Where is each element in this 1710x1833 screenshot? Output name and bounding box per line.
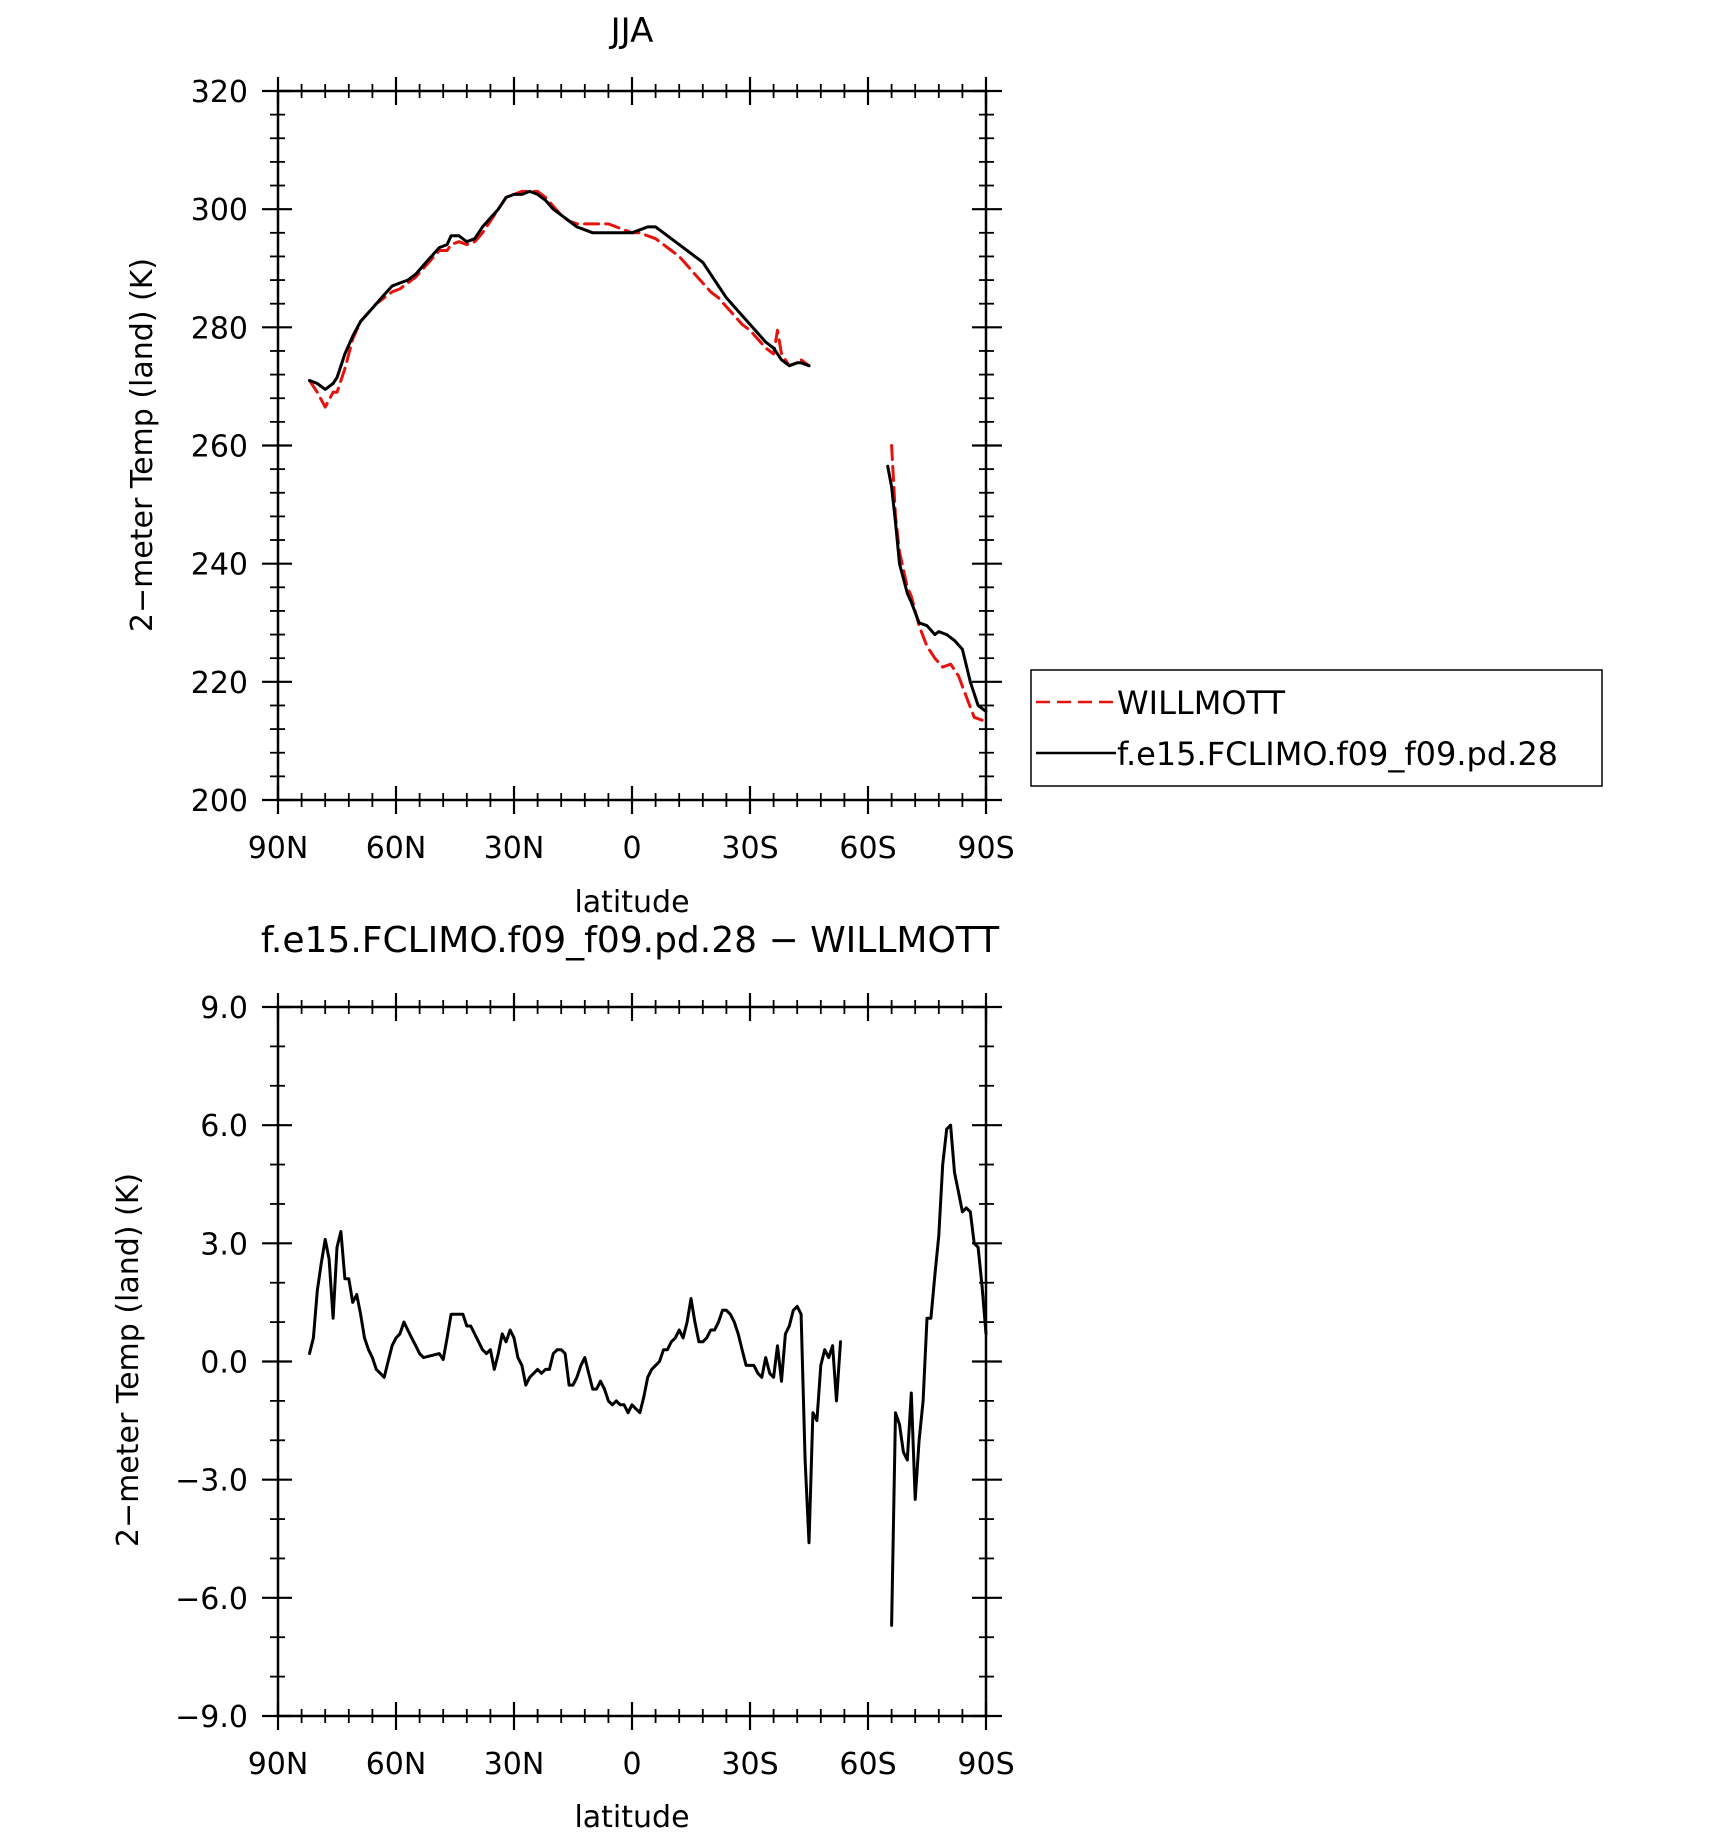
top-y-tick-label: 200 bbox=[191, 784, 248, 819]
bottom-y-tick-label: −3.0 bbox=[175, 1464, 248, 1499]
bottom-series-line-model bbox=[308, 1230, 842, 1545]
top-series-line-willmott bbox=[890, 444, 984, 722]
top-panel-title: JJA bbox=[609, 11, 654, 51]
top-plot-area bbox=[308, 189, 988, 722]
top-series-line-model bbox=[886, 464, 988, 713]
bottom-panel: f.e15.FCLIMO.f09_f09.pd.28 − WILLMOTT −9… bbox=[111, 920, 1015, 1833]
top-x-axis: 90N 60N 30N 0 30S 60S 90S bbox=[248, 77, 1015, 866]
bottom-series-line-model bbox=[890, 1123, 988, 1627]
bottom-y-tick-label: 0.0 bbox=[200, 1346, 248, 1381]
top-panel-frame bbox=[276, 89, 988, 802]
bottom-x-tick-label: 30N bbox=[484, 1747, 545, 1782]
bottom-y-axis-label: 2−meter Temp (land) (K) bbox=[111, 1173, 146, 1547]
legend-label-willmott: WILLMOTT bbox=[1117, 684, 1286, 722]
bottom-x-tick-label: 90S bbox=[957, 1747, 1014, 1782]
top-y-tick-label: 320 bbox=[191, 75, 248, 110]
bottom-x-axis-label: latitude bbox=[574, 1800, 689, 1833]
top-x-tick-label: 60N bbox=[366, 831, 427, 866]
top-x-tick-label: 90N bbox=[248, 831, 309, 866]
bottom-x-tick-label: 60N bbox=[366, 1747, 427, 1782]
bottom-plot-area bbox=[308, 1123, 988, 1627]
bottom-x-tick-label: 0 bbox=[622, 1747, 641, 1782]
top-y-tick-label: 280 bbox=[191, 311, 248, 346]
top-x-axis-label: latitude bbox=[574, 885, 689, 920]
top-y-tick-label: 240 bbox=[191, 548, 248, 583]
bottom-x-tick-label: 60S bbox=[839, 1747, 896, 1782]
top-x-tick-label: 60S bbox=[839, 831, 896, 866]
legend-box bbox=[1030, 669, 1603, 787]
top-series-line-willmott bbox=[308, 189, 811, 409]
bottom-x-tick-label: 90N bbox=[248, 1747, 309, 1782]
bottom-y-axis: −9.0 −6.0 −3.0 0.0 3.0 6.0 9.0 bbox=[175, 991, 1002, 1735]
top-y-tick-label: 260 bbox=[191, 430, 248, 465]
bottom-y-tick-label: 6.0 bbox=[200, 1109, 248, 1144]
legend: WILLMOTT f.e15.FCLIMO.f09_f09.pd.28 bbox=[1030, 669, 1603, 787]
top-x-tick-label: 90S bbox=[957, 831, 1014, 866]
bottom-y-tick-label: −6.0 bbox=[175, 1582, 248, 1617]
bottom-y-tick-label: 3.0 bbox=[200, 1227, 248, 1262]
bottom-x-tick-label: 30S bbox=[721, 1747, 778, 1782]
top-x-tick-label: 0 bbox=[622, 831, 641, 866]
top-panel: JJA 200 220 240 260 280 300 320 90N 60N 30N 0 30S 6… bbox=[125, 11, 1015, 920]
top-x-tick-label: 30N bbox=[484, 831, 545, 866]
legend-label-model: f.e15.FCLIMO.f09_f09.pd.28 bbox=[1117, 735, 1558, 773]
top-x-tick-label: 30S bbox=[721, 831, 778, 866]
top-y-axis: 200 220 240 260 280 300 320 bbox=[191, 75, 1002, 819]
top-series-line-model bbox=[308, 189, 811, 391]
top-y-tick-label: 300 bbox=[191, 193, 248, 228]
top-y-tick-label: 220 bbox=[191, 666, 248, 701]
top-y-axis-label: 2−meter Temp (land) (K) bbox=[125, 258, 160, 632]
bottom-x-axis: 90N 60N 30N 0 30S 60S 90S bbox=[248, 993, 1015, 1782]
bottom-y-tick-label: 9.0 bbox=[200, 991, 248, 1026]
bottom-y-tick-label: −9.0 bbox=[175, 1700, 248, 1735]
bottom-panel-frame bbox=[276, 1005, 988, 1718]
bottom-panel-title: f.e15.FCLIMO.f09_f09.pd.28 − WILLMOTT bbox=[261, 920, 1000, 961]
